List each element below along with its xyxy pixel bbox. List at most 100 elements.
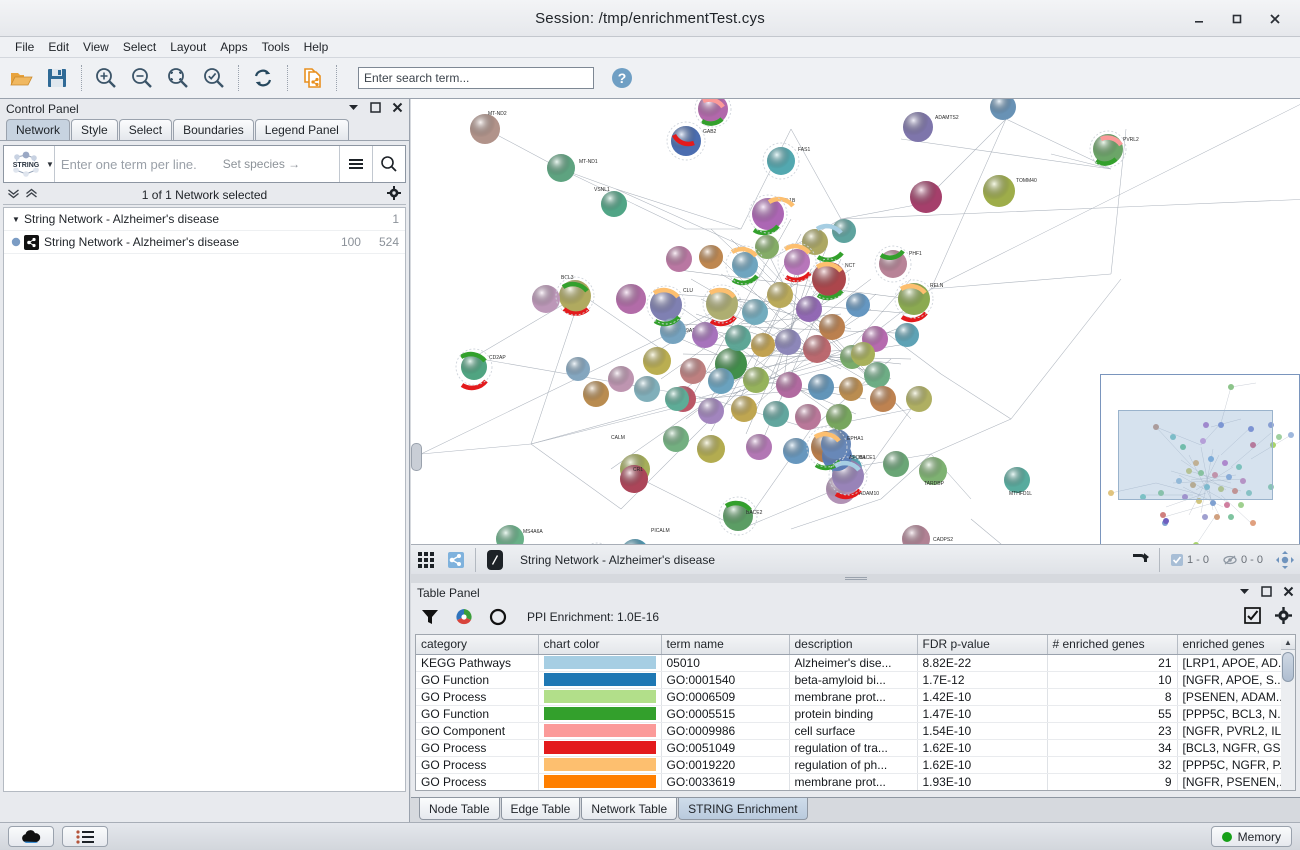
maximize-icon[interactable] [1228, 10, 1246, 28]
network-canvas[interactable]: MT-ND2 MT-ND1 VSNL1 GAB2 FAS1 IL1B CLU M… [411, 99, 1300, 574]
hamburger-icon[interactable] [339, 146, 372, 182]
scroll-thumb[interactable] [1282, 652, 1294, 682]
svg-text:EPHA1: EPHA1 [847, 436, 864, 442]
set-species-link[interactable]: Set species → [222, 157, 301, 171]
table-row[interactable]: GO Function GO:0005515 protein binding 1.47… [416, 705, 1295, 723]
tab-style[interactable]: Style [71, 119, 118, 140]
tree-expand-arrow-icon[interactable]: ▼ [12, 214, 20, 224]
export-image-icon[interactable] [1125, 546, 1155, 574]
cell-term-name: GO:0050435 [661, 790, 789, 791]
cp-collapse-icon[interactable] [348, 103, 359, 115]
zoom-out-icon[interactable] [125, 61, 159, 95]
network-vertical-scroll-handle[interactable] [411, 443, 422, 471]
selected-edges-counter[interactable]: 0 - 0 [1216, 554, 1270, 566]
menu-item-view[interactable]: View [83, 40, 109, 54]
svg-text:BACE2: BACE2 [746, 510, 763, 516]
menu-item-edit[interactable]: Edit [48, 40, 70, 54]
network-view[interactable]: MT-ND2 MT-ND1 VSNL1 GAB2 FAS1 IL1B CLU M… [411, 99, 1300, 574]
table-row[interactable]: GO Process GO:0050435beta-amyloid m...2.0… [416, 790, 1296, 791]
grid-layout-icon[interactable] [411, 546, 441, 574]
table-row[interactable]: GO Function GO:0001540 beta-amyloid bi... 1… [416, 671, 1295, 689]
cell-fdr-p-value: 1.62E-10 [917, 739, 1048, 757]
task-list-icon[interactable] [62, 826, 108, 847]
memory-status-button[interactable]: Memory [1210, 826, 1292, 847]
tree-row-child[interactable]: String Network - Alzheimer's disease 100… [4, 231, 405, 254]
collapse-all-icon[interactable] [7, 188, 20, 202]
table-row[interactable]: GO Process GO:0006509 membrane prot... 1.42… [416, 688, 1295, 706]
help-icon[interactable]: ? [610, 66, 634, 90]
menu-item-file[interactable]: File [15, 40, 35, 54]
overview-viewport-rect[interactable] [1118, 410, 1273, 500]
tab-legend-panel[interactable]: Legend Panel [254, 119, 349, 140]
tab-network-table[interactable]: Network Table [581, 798, 678, 820]
string-dropdown-caret-icon[interactable]: ▼ [46, 159, 54, 169]
tab-network[interactable]: Network [6, 119, 71, 140]
col-description[interactable]: description [789, 635, 918, 655]
zoom-selected-icon[interactable] [197, 61, 231, 95]
scroll-up-icon[interactable]: ▲ [1281, 635, 1295, 650]
minimize-icon[interactable] [1190, 10, 1208, 28]
col-chart-color[interactable]: chart color [538, 635, 662, 655]
search-icon[interactable] [372, 146, 405, 182]
col-term-name[interactable]: term name [661, 635, 790, 655]
window-title: Session: /tmp/enrichmentTest.cys [535, 9, 765, 27]
export-network-icon[interactable] [295, 61, 329, 95]
svg-text:ADAM10: ADAM10 [859, 491, 879, 497]
enrichment-table[interactable]: category chart color term name descripti… [415, 634, 1296, 791]
tp-collapse-icon[interactable] [1239, 587, 1250, 599]
menu-item-tools[interactable]: Tools [261, 40, 290, 54]
cp-float-icon[interactable] [370, 101, 381, 116]
tree-row-root[interactable]: ▼ String Network - Alzheimer's disease 1 [4, 208, 405, 231]
svg-text:CADPS2: CADPS2 [933, 537, 953, 543]
donut-chart-icon[interactable] [487, 606, 509, 628]
tp-float-icon[interactable] [1261, 585, 1272, 600]
tab-select[interactable]: Select [118, 119, 173, 140]
col-fdr-p-value[interactable]: FDR p-value [917, 635, 1048, 655]
tab-edge-table[interactable]: Edge Table [500, 798, 581, 820]
search-input[interactable]: Enter search term... [358, 67, 594, 89]
table-row[interactable]: GO Process GO:0051049 regulation of tra...… [416, 739, 1295, 757]
select-all-checkbox-icon[interactable] [1244, 607, 1261, 627]
tab-node-table[interactable]: Node Table [419, 798, 500, 820]
menu-item-select[interactable]: Select [122, 40, 157, 54]
string-network-icon[interactable] [441, 546, 471, 574]
string-input-placeholder: Enter one term per line. [60, 156, 197, 172]
svg-text:FAS1: FAS1 [798, 147, 810, 153]
menu-item-layout[interactable]: Layout [170, 40, 207, 54]
network-node: CLU [650, 288, 693, 321]
col-enriched-genes[interactable]: enriched genes [1177, 635, 1295, 655]
selected-nodes-counter[interactable]: 1 - 0 [1164, 553, 1216, 566]
menu-item-apps[interactable]: Apps [220, 40, 248, 54]
menu-item-help[interactable]: Help [303, 40, 329, 54]
col-category[interactable]: category [416, 635, 539, 655]
cloud-status-icon[interactable] [8, 826, 54, 847]
expand-all-icon[interactable] [25, 188, 38, 202]
tab-string-enrichment[interactable]: STRING Enrichment [678, 798, 808, 820]
open-folder-icon[interactable] [4, 61, 38, 95]
table-row[interactable]: GO Process GO:0019220 regulation of ph... 1… [416, 756, 1295, 774]
tp-close-icon[interactable] [1283, 586, 1294, 600]
table-row[interactable]: GO Component GO:0009986 cell surface 1.54E-… [416, 722, 1295, 740]
refresh-icon[interactable] [246, 61, 280, 95]
network-node [616, 284, 646, 314]
zoom-fit-icon[interactable] [161, 61, 195, 95]
string-logo-icon[interactable]: STRING [4, 146, 48, 182]
tab-boundaries[interactable]: Boundaries [173, 119, 254, 140]
close-icon[interactable] [1266, 10, 1284, 28]
zoom-in-icon[interactable] [89, 61, 123, 95]
panel-splitter[interactable] [411, 574, 1300, 583]
string-term-input[interactable]: Enter one term per line. Set species → [55, 146, 339, 182]
annotation-icon[interactable] [480, 546, 510, 574]
network-settings-gear-icon[interactable] [387, 186, 401, 203]
pan-icon[interactable] [1270, 546, 1300, 574]
table-settings-gear-icon[interactable] [1275, 607, 1292, 627]
table-row[interactable]: KEGG Pathways 05010 Alzheimer's dise... 8.8… [416, 654, 1295, 672]
pie-chart-icon[interactable] [453, 606, 475, 628]
cp-close-icon[interactable] [392, 102, 403, 116]
table-row[interactable]: GO Process GO:0033619 membrane prot... 1.93… [416, 773, 1295, 790]
table-vertical-scrollbar[interactable]: ▲ [1281, 634, 1296, 791]
save-icon[interactable] [40, 61, 74, 95]
col-enriched-count[interactable]: # enriched genes [1047, 635, 1178, 655]
filter-icon[interactable] [419, 606, 441, 628]
network-overview-panel[interactable] [1100, 374, 1300, 574]
